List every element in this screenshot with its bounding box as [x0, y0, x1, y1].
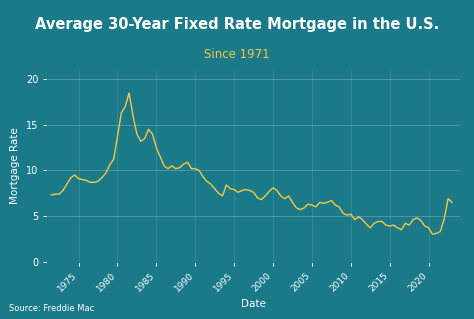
Y-axis label: Mortgage Rate: Mortgage Rate: [10, 128, 20, 204]
X-axis label: Date: Date: [241, 299, 266, 309]
Text: Source: Freddie Mac: Source: Freddie Mac: [9, 304, 95, 313]
Text: Since 1971: Since 1971: [204, 48, 270, 61]
Text: Average 30-Year Fixed Rate Mortgage in the U.S.: Average 30-Year Fixed Rate Mortgage in t…: [35, 17, 439, 32]
